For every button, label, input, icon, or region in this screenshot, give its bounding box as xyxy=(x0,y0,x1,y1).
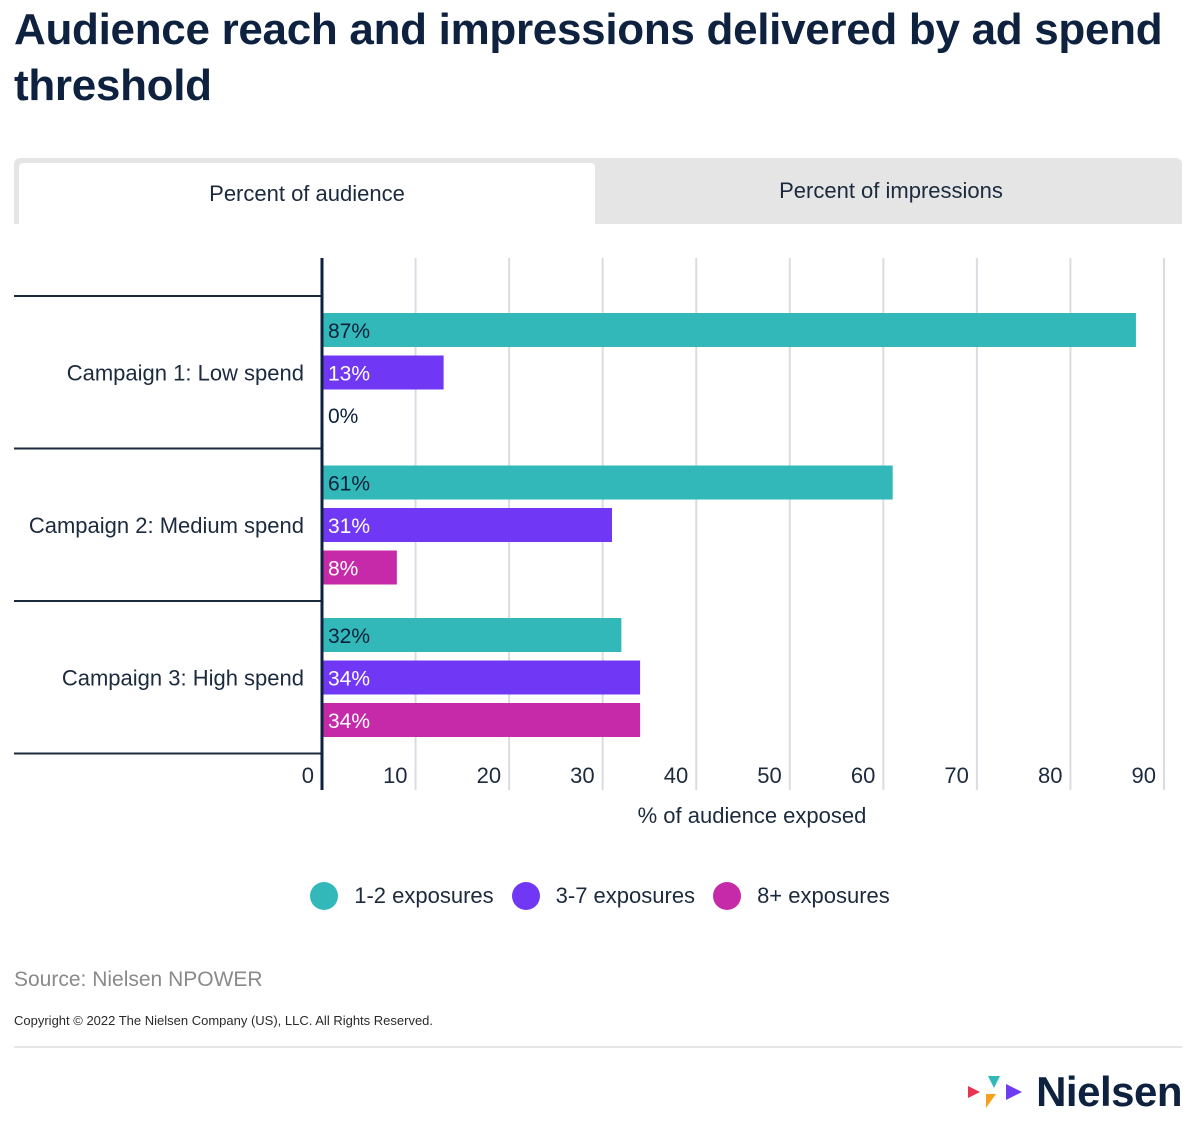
x-tick-label: 60 xyxy=(851,763,875,788)
data-label: 34% xyxy=(328,710,370,733)
legend-swatch xyxy=(713,882,742,910)
source-note: Source: Nielsen NPOWER xyxy=(14,968,263,991)
legend-label: 3-7 exposures xyxy=(555,883,696,908)
x-tick-label: 0 xyxy=(302,763,314,788)
legend-swatch xyxy=(511,882,540,910)
legend-item: 3-7 exposures xyxy=(511,882,696,910)
bar xyxy=(322,660,641,695)
bar xyxy=(322,550,397,585)
legend-item: 1-2 exposures xyxy=(310,882,494,910)
x-tick-label: 30 xyxy=(570,763,594,788)
legend-label: 1-2 exposures xyxy=(354,883,494,908)
bar-chart: Campaign 1: Low spend 87% 13% 0% Campaign 2:… xyxy=(14,258,1165,828)
legend-label: 8+ exposures xyxy=(757,883,890,908)
legend-swatch xyxy=(310,882,339,910)
legend-item: 8+ exposures xyxy=(713,882,890,910)
x-tick-label: 70 xyxy=(944,763,968,788)
bar xyxy=(322,355,444,390)
bar xyxy=(322,313,1136,347)
bar xyxy=(322,703,641,737)
data-label: 31% xyxy=(328,515,370,538)
chart-title: Audience reach and impressions delivered… xyxy=(14,5,1163,110)
footer-divider xyxy=(14,1046,1182,1048)
data-label: 0% xyxy=(328,405,358,428)
view-tabs: Percent of audience Percent of impressio… xyxy=(14,158,1182,224)
bar xyxy=(322,465,893,500)
copyright-note: Copyright © 2022 The Nielsen Company (US… xyxy=(14,1013,434,1028)
category-label: Campaign 1: Low spend xyxy=(67,360,304,385)
bar xyxy=(322,508,613,542)
data-label: 34% xyxy=(328,668,370,691)
x-tick-label: 90 xyxy=(1132,763,1156,788)
data-label: 13% xyxy=(328,363,370,386)
x-tick-label: 40 xyxy=(664,763,688,788)
bar xyxy=(322,618,622,652)
category-label: Campaign 3: High spend xyxy=(62,665,304,690)
nielsen-logo: Nielsen xyxy=(966,1064,1182,1120)
data-label: 61% xyxy=(328,473,370,496)
data-label: 87% xyxy=(328,320,370,343)
data-label: 32% xyxy=(328,625,370,648)
x-axis-title: % of audience exposed xyxy=(638,803,867,828)
category-label: Campaign 2: Medium spend xyxy=(29,513,304,538)
x-tick-label: 20 xyxy=(477,763,501,788)
tab-percent-of-impressions[interactable]: Percent of impressions xyxy=(779,178,1003,203)
nielsen-logo-icon xyxy=(968,1076,1023,1108)
x-tick-label: 10 xyxy=(383,763,407,788)
nielsen-logo-text: Nielsen xyxy=(1036,1068,1182,1115)
x-tick-label: 50 xyxy=(757,763,781,788)
data-label: 8% xyxy=(328,558,358,581)
chart-legend: 1-2 exposures 3-7 exposures 8+ exposures xyxy=(0,878,1200,914)
x-tick-label: 80 xyxy=(1038,763,1062,788)
tab-percent-of-audience[interactable]: Percent of audience xyxy=(19,163,595,224)
